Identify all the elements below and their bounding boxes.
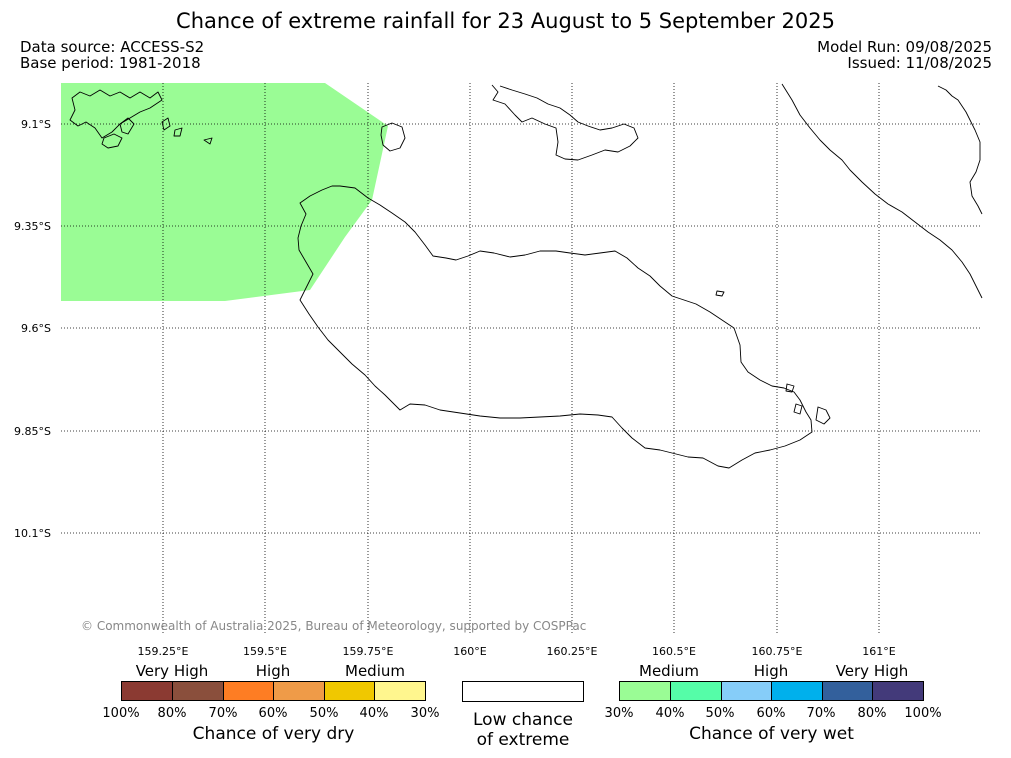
north-island-coastline [491,84,639,161]
dry-level-label: High [255,662,291,680]
dry-legend-title: Chance of very dry [192,724,355,744]
wet-tick: 80% [857,706,887,721]
wet-tick: 30% [604,706,634,721]
dry-swatch [121,681,173,701]
lon-label: 160.25°E [546,645,598,658]
issued-date: Issued: 11/08/2025 [847,54,992,72]
copyright-notice: © Commonwealth of Australia 2025, Bureau… [81,619,587,633]
east-islet-coastline [937,85,983,215]
wet-level-label: Medium [639,662,699,680]
west-islet-coastline [101,133,123,149]
lon-label: 159.5°E [243,645,287,658]
dry-tick: 100% [102,706,140,721]
lat-label: 9.1°S [21,118,51,131]
islet-coastline [785,383,795,393]
lon-label: 160°E [453,645,487,658]
neutral-label-line2: of extreme [476,730,570,750]
dry-swatch [172,681,224,701]
dry-tick: 60% [258,706,288,721]
neutral-swatch [462,681,584,702]
wet-swatch [619,681,671,701]
wet-tick: 70% [806,706,836,721]
islet-coastline [793,403,803,415]
west-islet-coastline [173,127,183,137]
coastlines [69,83,983,469]
wet-tick: 100% [904,706,942,721]
lon-label: 159.25°E [137,645,189,658]
east-island-coastline [781,83,983,299]
chart-title: Chance of extreme rainfall for 23 August… [176,9,835,33]
wet-swatch [721,681,772,701]
lon-label: 161°E [862,645,896,658]
wet-swatch [771,681,823,701]
wet-swatch [670,681,722,701]
lat-label: 9.35°S [14,220,51,233]
dry-level-label: Very High [135,662,209,680]
main-island-coastline [297,185,813,469]
dry-tick: 40% [359,706,389,721]
dry-tick: 80% [157,706,187,721]
wet-swatch [822,681,873,701]
base-period: Base period: 1981-2018 [20,54,201,72]
wet-swatch [872,681,924,701]
dry-swatch [324,681,375,701]
west-islet-coastline [161,117,171,131]
west-island-coastline [69,89,163,139]
dry-tick: 30% [410,706,440,721]
lat-label: 9.85°S [14,425,51,438]
islet-coastline [815,406,831,425]
model-run: Model Run: 09/08/2025 [817,38,992,56]
model-run-info: Model Run: 09/08/2025 Issued: 11/08/2025 [817,39,992,71]
data-source: Data source: ACCESS-S2 [20,38,205,56]
lon-label: 160.75°E [751,645,803,658]
islet-coastline [380,122,406,152]
wet-level-label: Very High [835,662,909,680]
dry-swatch [273,681,325,701]
islet-coastline [715,290,725,297]
lon-label: 159.75°E [342,645,394,658]
lon-label: 160.5°E [652,645,696,658]
lat-label: 10.1°S [14,527,51,540]
dry-tick: 50% [309,706,339,721]
wet-tick: 60% [756,706,786,721]
lat-label: 9.6°S [21,322,51,335]
wet-tick: 50% [705,706,735,721]
wet-tick: 40% [655,706,685,721]
map-gridlines [61,83,982,634]
data-source-info: Data source: ACCESS-S2 Base period: 1981… [20,39,204,71]
wet-legend-title: Chance of very wet [689,724,854,744]
wet-level-label: High [753,662,789,680]
dry-swatch [374,681,426,701]
dry-level-label: Medium [345,662,405,680]
dry-tick: 70% [208,706,238,721]
west-islet-coastline [203,137,213,145]
west-islet-coastline [119,117,135,135]
neutral-label: Low chance of extreme [440,710,606,750]
map-canvas [61,83,983,634]
dry-swatch [223,681,274,701]
wet-medium-region [61,83,388,301]
neutral-label-line1: Low chance [473,710,573,730]
